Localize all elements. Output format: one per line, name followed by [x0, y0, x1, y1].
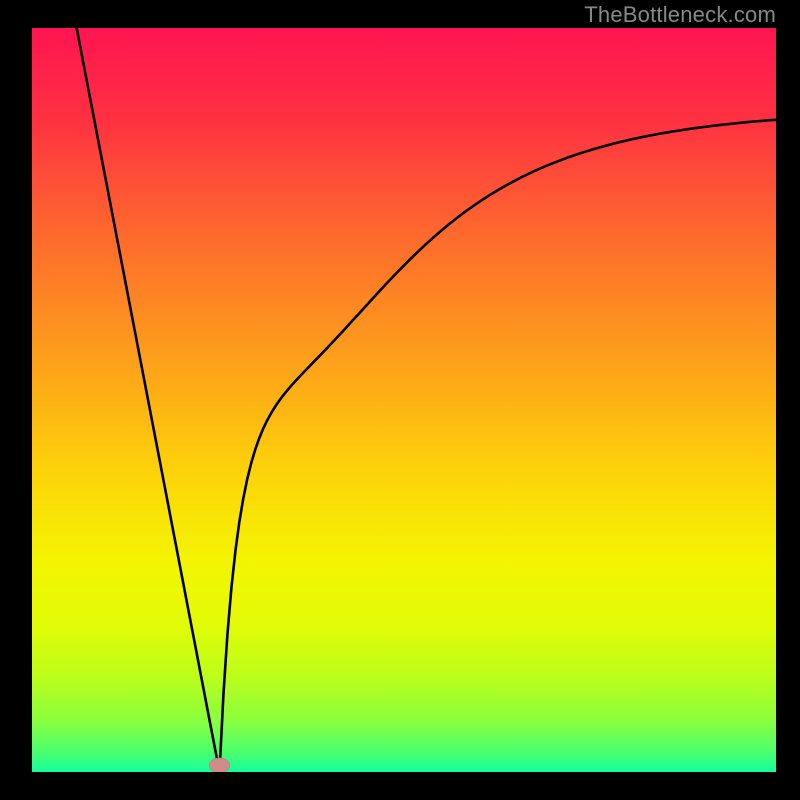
- minimum-marker: [209, 758, 230, 772]
- chart-svg: [32, 28, 776, 772]
- chart-background-gradient: [32, 28, 776, 772]
- chart-plot-area: [32, 28, 776, 772]
- watermark-text: TheBottleneck.com: [584, 2, 776, 28]
